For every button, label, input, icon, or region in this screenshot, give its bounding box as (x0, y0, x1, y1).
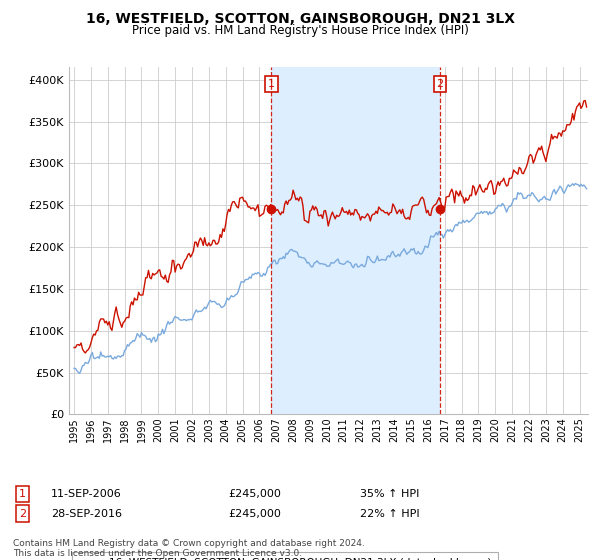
Text: 1: 1 (19, 489, 26, 499)
Text: 1: 1 (268, 79, 275, 89)
Text: 11-SEP-2006: 11-SEP-2006 (51, 489, 122, 499)
Text: 35% ↑ HPI: 35% ↑ HPI (360, 489, 419, 499)
Text: Price paid vs. HM Land Registry's House Price Index (HPI): Price paid vs. HM Land Registry's House … (131, 24, 469, 36)
Legend: 16, WESTFIELD, SCOTTON, GAINSBOROUGH, DN21 3LX (detached house), HPI: Average pr: 16, WESTFIELD, SCOTTON, GAINSBOROUGH, DN… (71, 552, 498, 560)
Text: £245,000: £245,000 (228, 508, 281, 519)
Text: £245,000: £245,000 (228, 489, 281, 499)
Text: 28-SEP-2016: 28-SEP-2016 (51, 508, 122, 519)
Text: 2: 2 (19, 508, 26, 519)
Text: 2: 2 (436, 79, 443, 89)
Text: Contains HM Land Registry data © Crown copyright and database right 2024.
This d: Contains HM Land Registry data © Crown c… (13, 539, 365, 558)
Bar (271, 67, 440, 414)
Text: 16, WESTFIELD, SCOTTON, GAINSBOROUGH, DN21 3LX: 16, WESTFIELD, SCOTTON, GAINSBOROUGH, DN… (86, 12, 515, 26)
Text: 22% ↑ HPI: 22% ↑ HPI (360, 508, 419, 519)
